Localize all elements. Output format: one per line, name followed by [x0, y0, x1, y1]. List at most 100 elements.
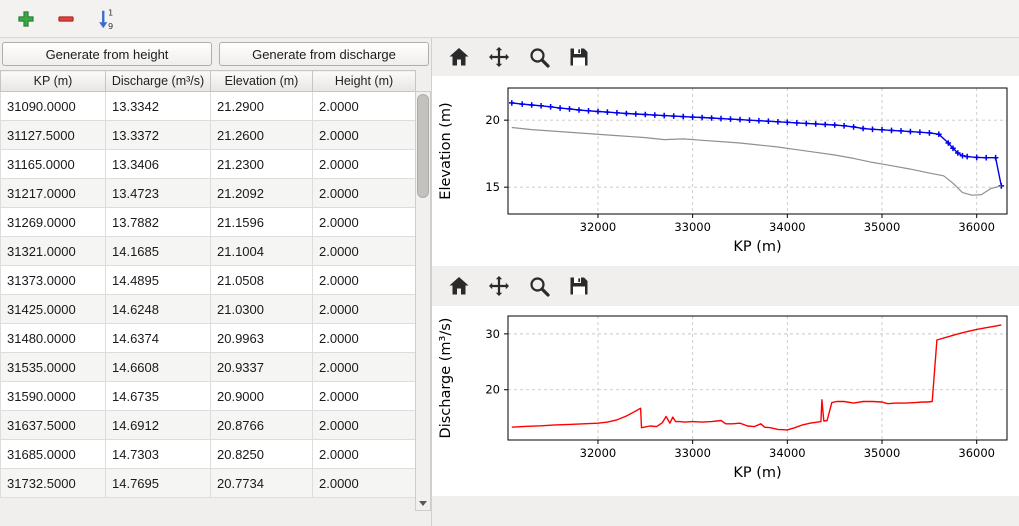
table-cell[interactable]: 14.4895	[105, 265, 211, 295]
table-cell[interactable]: 20.8250	[210, 439, 313, 469]
table-cell[interactable]: 31321.0000	[0, 236, 106, 266]
generate-from-height-button[interactable]: Generate from height	[2, 42, 212, 66]
table-cell[interactable]: 14.1685	[105, 236, 211, 266]
elevation-plot-canvas[interactable]: 32000 33000 34000 35000 36000 15 20 KP (m) Eleva…	[432, 76, 1017, 266]
table-cell[interactable]: 21.2092	[210, 178, 313, 208]
discharge-plot-canvas[interactable]: 32000 33000 34000 35000 36000 20 30 KP (m) Disch…	[432, 306, 1017, 496]
table-cell[interactable]: 31165.0000	[0, 149, 106, 179]
scrollbar-down-button[interactable]	[416, 496, 430, 510]
data-table-area: KP (m) Discharge (m³/s) Elevation (m) Heigh…	[0, 70, 431, 526]
table-cell[interactable]: 2.0000	[312, 323, 416, 353]
zoom-button[interactable]	[524, 271, 554, 301]
x-axis-label: KP (m)	[733, 239, 781, 255]
table-cell[interactable]: 20.9963	[210, 323, 313, 353]
table-cell[interactable]: 2.0000	[312, 120, 416, 150]
table-cell[interactable]: 20.8766	[210, 410, 313, 440]
table-cell[interactable]: 21.1004	[210, 236, 313, 266]
x-axis-label: KP (m)	[733, 465, 781, 481]
table-cell[interactable]: 31090.0000	[0, 91, 106, 121]
table-cell[interactable]: 14.6608	[105, 352, 211, 382]
table-cell[interactable]: 21.0300	[210, 294, 313, 324]
y-axis-label: Discharge (m³/s)	[438, 318, 454, 439]
column-header[interactable]: Elevation (m)	[210, 70, 313, 92]
table-cell[interactable]: 2.0000	[312, 178, 416, 208]
table-cell[interactable]: 31732.5000	[0, 468, 106, 498]
table-cell[interactable]: 2.0000	[312, 207, 416, 237]
save-button[interactable]	[564, 42, 594, 72]
table-cell[interactable]: 31269.0000	[0, 207, 106, 237]
scrollbar-thumb[interactable]	[417, 94, 429, 198]
series-line-ground-elevation	[511, 126, 1002, 196]
table-cell[interactable]: 2.0000	[312, 439, 416, 469]
table-row: 31480.0000 14.6374 20.9963 2.0000	[0, 323, 416, 353]
series-markers-water-elevation	[509, 100, 1005, 189]
table-cell[interactable]: 13.7882	[105, 207, 211, 237]
generate-from-discharge-button[interactable]: Generate from discharge	[219, 42, 429, 66]
table-cell[interactable]: 31637.5000	[0, 410, 106, 440]
pan-button[interactable]	[484, 42, 514, 72]
table-cell[interactable]: 2.0000	[312, 410, 416, 440]
x-tick-label: 32000	[580, 220, 617, 234]
sort-button[interactable]: 1 9	[90, 4, 122, 34]
table-cell[interactable]: 31425.0000	[0, 294, 106, 324]
column-header[interactable]: Height (m)	[312, 70, 416, 92]
table-cell[interactable]: 31217.0000	[0, 178, 106, 208]
save-button[interactable]	[564, 271, 594, 301]
table-cell[interactable]: 2.0000	[312, 236, 416, 266]
home-button[interactable]	[444, 271, 474, 301]
table-cell[interactable]: 2.0000	[312, 149, 416, 179]
table-cell[interactable]: 14.6735	[105, 381, 211, 411]
home-button[interactable]	[444, 42, 474, 72]
table-cell[interactable]: 20.7734	[210, 468, 313, 498]
table-cell[interactable]: 13.3372	[105, 120, 211, 150]
table-cell[interactable]: 21.0508	[210, 265, 313, 295]
sort-label-top: 1	[108, 7, 113, 17]
sort-label-bottom: 9	[108, 21, 113, 31]
zoom-button[interactable]	[524, 42, 554, 72]
table-cell[interactable]: 21.2900	[210, 91, 313, 121]
table-cell[interactable]: 21.2300	[210, 149, 313, 179]
table-cell[interactable]: 14.6912	[105, 410, 211, 440]
table-cell[interactable]: 14.7695	[105, 468, 211, 498]
table-cell[interactable]: 2.0000	[312, 468, 416, 498]
home-icon	[449, 48, 469, 66]
table-cell[interactable]: 31590.0000	[0, 381, 106, 411]
table-cell[interactable]: 31373.0000	[0, 265, 106, 295]
data-table: KP (m) Discharge (m³/s) Elevation (m) Heigh…	[0, 70, 416, 498]
table-cell[interactable]: 2.0000	[312, 265, 416, 295]
table-cell[interactable]: 31480.0000	[0, 323, 106, 353]
remove-button[interactable]	[50, 4, 82, 34]
table-cell[interactable]: 31685.0000	[0, 439, 106, 469]
table-cell[interactable]: 2.0000	[312, 91, 416, 121]
table-cell[interactable]: 20.9000	[210, 381, 313, 411]
table-cell[interactable]: 2.0000	[312, 294, 416, 324]
table-cell[interactable]: 14.6248	[105, 294, 211, 324]
table-cell[interactable]: 20.9337	[210, 352, 313, 382]
table-row: 31637.5000 14.6912 20.8766 2.0000	[0, 410, 416, 440]
table-row: 31269.0000 13.7882 21.1596 2.0000	[0, 207, 416, 237]
table-cell[interactable]: 13.3406	[105, 149, 211, 179]
discharge-figure: 32000 33000 34000 35000 36000 20 30 KP (m) Disch…	[432, 306, 1019, 496]
add-button[interactable]	[10, 4, 42, 34]
chevron-down-icon	[419, 500, 427, 506]
column-header[interactable]: Discharge (m³/s)	[105, 70, 211, 92]
table-scrollbar[interactable]	[415, 91, 431, 511]
table-cell[interactable]: 2.0000	[312, 352, 416, 382]
x-tick-label: 33000	[674, 220, 711, 234]
table-cell[interactable]: 2.0000	[312, 381, 416, 411]
table-cell[interactable]: 31535.0000	[0, 352, 106, 382]
y-tick-label: 30	[485, 327, 500, 341]
table-cell[interactable]: 21.2600	[210, 120, 313, 150]
pan-button[interactable]	[484, 271, 514, 301]
column-header[interactable]: KP (m)	[0, 70, 106, 92]
table-cell[interactable]: 14.7303	[105, 439, 211, 469]
y-tick-label: 20	[485, 113, 500, 127]
table-cell[interactable]: 13.4723	[105, 178, 211, 208]
table-cell[interactable]: 21.1596	[210, 207, 313, 237]
table-cell[interactable]: 14.6374	[105, 323, 211, 353]
table-cell[interactable]: 31127.5000	[0, 120, 106, 150]
table-cell[interactable]: 13.3342	[105, 91, 211, 121]
table-row: 31590.0000 14.6735 20.9000 2.0000	[0, 381, 416, 411]
table-row: 31127.5000 13.3372 21.2600 2.0000	[0, 120, 416, 150]
remove-icon	[58, 15, 74, 22]
